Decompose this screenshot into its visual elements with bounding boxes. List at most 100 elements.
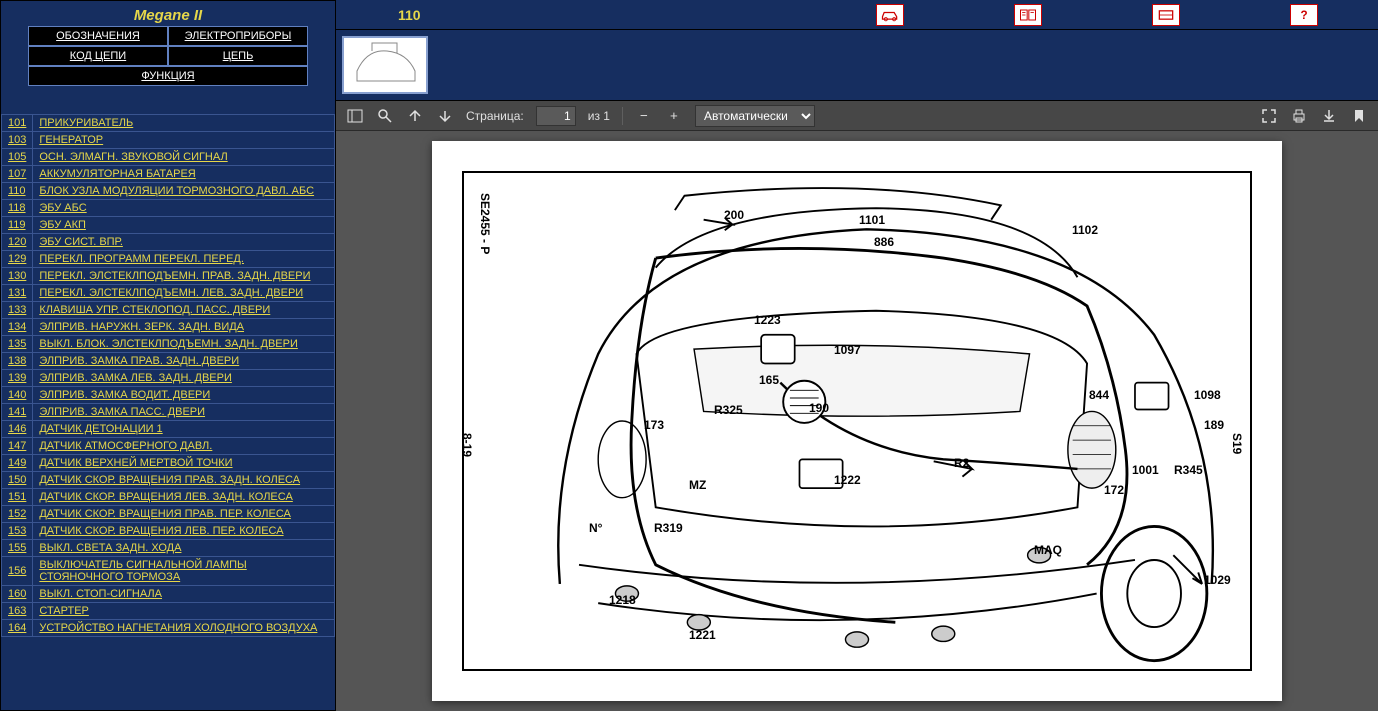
part-code[interactable]: 129 (2, 251, 33, 268)
part-code[interactable]: 103 (2, 132, 33, 149)
part-code[interactable]: 140 (2, 387, 33, 404)
part-code[interactable]: 139 (2, 370, 33, 387)
bookmark-icon[interactable] (1350, 107, 1368, 125)
part-name[interactable]: ДАТЧИК СКОР. ВРАЩЕНИЯ ЛЕВ. ПЕР. КОЛЕСА (33, 523, 335, 540)
next-page-icon[interactable] (436, 107, 454, 125)
part-name[interactable]: ПЕРЕКЛ. ПРОГРАММ ПЕРЕКЛ. ПЕРЕД. (33, 251, 335, 268)
part-name[interactable]: ВЫКЛЮЧАТЕЛЬ СИГНАЛЬНОЙ ЛАМПЫ СТОЯНОЧНОГО… (33, 557, 335, 586)
thumbnail[interactable] (342, 36, 428, 94)
part-name[interactable]: ЭБУ СИСТ. ВПР. (33, 234, 335, 251)
part-name[interactable]: ЭЛПРИВ. ЗАМКА ЛЕВ. ЗАДН. ДВЕРИ (33, 370, 335, 387)
sidebar-toggle-icon[interactable] (346, 107, 364, 125)
download-icon[interactable] (1320, 107, 1338, 125)
search-icon[interactable] (376, 107, 394, 125)
parts-row[interactable]: 146ДАТЧИК ДЕТОНАЦИИ 1 (2, 421, 335, 438)
part-code[interactable]: 110 (2, 183, 33, 200)
part-code[interactable]: 135 (2, 336, 33, 353)
nav-circuit[interactable]: ЦЕПЬ (168, 46, 308, 66)
part-name[interactable]: ПРИКУРИВАТЕЛЬ (33, 115, 335, 132)
part-code[interactable]: 119 (2, 217, 33, 234)
part-code[interactable]: 133 (2, 302, 33, 319)
parts-row[interactable]: 101ПРИКУРИВАТЕЛЬ (2, 115, 335, 132)
part-code[interactable]: 164 (2, 620, 33, 637)
part-code[interactable]: 105 (2, 149, 33, 166)
prev-page-icon[interactable] (406, 107, 424, 125)
part-name[interactable]: БЛОК УЗЛА МОДУЛЯЦИИ ТОРМОЗНОГО ДАВЛ. АБС (33, 183, 335, 200)
part-name[interactable]: ВЫКЛ. БЛОК. ЭЛСТЕКЛПОДЪЕМН. ЗАДН. ДВЕРИ (33, 336, 335, 353)
parts-row[interactable]: 139ЭЛПРИВ. ЗАМКА ЛЕВ. ЗАДН. ДВЕРИ (2, 370, 335, 387)
nav-designations[interactable]: ОБОЗНАЧЕНИЯ (28, 26, 168, 46)
part-code[interactable]: 152 (2, 506, 33, 523)
part-code[interactable]: 120 (2, 234, 33, 251)
parts-row[interactable]: 140ЭЛПРИВ. ЗАМКА ВОДИТ. ДВЕРИ (2, 387, 335, 404)
part-name[interactable]: ДАТЧИК АТМОСФЕРНОГО ДАВЛ. (33, 438, 335, 455)
nav-electrical[interactable]: ЭЛЕКТРОПРИБОРЫ (168, 26, 308, 46)
part-name[interactable]: СТАРТЕР (33, 603, 335, 620)
part-name[interactable]: УСТРОЙСТВО НАГНЕТАНИЯ ХОЛОДНОГО ВОЗДУХА (33, 620, 335, 637)
page-input[interactable] (536, 106, 576, 126)
parts-row[interactable]: 149ДАТЧИК ВЕРХНЕЙ МЕРТВОЙ ТОЧКИ (2, 455, 335, 472)
parts-row[interactable]: 164УСТРОЙСТВО НАГНЕТАНИЯ ХОЛОДНОГО ВОЗДУ… (2, 620, 335, 637)
part-name[interactable]: КЛАВИША УПР. СТЕКЛОПОД. ПАСС. ДВЕРИ (33, 302, 335, 319)
part-name[interactable]: ДАТЧИК ДЕТОНАЦИИ 1 (33, 421, 335, 438)
part-name[interactable]: ГЕНЕРАТОР (33, 132, 335, 149)
car-icon[interactable] (876, 4, 904, 26)
parts-row[interactable]: 150ДАТЧИК СКОР. ВРАЩЕНИЯ ПРАВ. ЗАДН. КОЛ… (2, 472, 335, 489)
parts-row[interactable]: 156ВЫКЛЮЧАТЕЛЬ СИГНАЛЬНОЙ ЛАМПЫ СТОЯНОЧН… (2, 557, 335, 586)
parts-row[interactable]: 141ЭЛПРИВ. ЗАМКА ПАСС. ДВЕРИ (2, 404, 335, 421)
part-code[interactable]: 118 (2, 200, 33, 217)
part-name[interactable]: ДАТЧИК ВЕРХНЕЙ МЕРТВОЙ ТОЧКИ (33, 455, 335, 472)
parts-row[interactable]: 138ЭЛПРИВ. ЗАМКА ПРАВ. ЗАДН. ДВЕРИ (2, 353, 335, 370)
part-code[interactable]: 149 (2, 455, 33, 472)
part-name[interactable]: ДАТЧИК СКОР. ВРАЩЕНИЯ ПРАВ. ЗАДН. КОЛЕСА (33, 472, 335, 489)
part-code[interactable]: 155 (2, 540, 33, 557)
parts-row[interactable]: 152ДАТЧИК СКОР. ВРАЩЕНИЯ ПРАВ. ПЕР. КОЛЕ… (2, 506, 335, 523)
parts-row[interactable]: 120ЭБУ СИСТ. ВПР. (2, 234, 335, 251)
part-name[interactable]: ПЕРЕКЛ. ЭЛСТЕКЛПОДЪЕМН. ЛЕВ. ЗАДН. ДВЕРИ (33, 285, 335, 302)
part-name[interactable]: ЭБУ АБС (33, 200, 335, 217)
parts-row[interactable]: 131ПЕРЕКЛ. ЭЛСТЕКЛПОДЪЕМН. ЛЕВ. ЗАДН. ДВ… (2, 285, 335, 302)
part-code[interactable]: 160 (2, 586, 33, 603)
part-code[interactable]: 147 (2, 438, 33, 455)
parts-row[interactable]: 155ВЫКЛ. СВЕТА ЗАДН. ХОДА (2, 540, 335, 557)
part-name[interactable]: АККУМУЛЯТОРНАЯ БАТАРЕЯ (33, 166, 335, 183)
parts-row[interactable]: 133КЛАВИША УПР. СТЕКЛОПОД. ПАСС. ДВЕРИ (2, 302, 335, 319)
parts-row[interactable]: 118ЭБУ АБС (2, 200, 335, 217)
parts-row[interactable]: 103ГЕНЕРАТОР (2, 132, 335, 149)
parts-row[interactable]: 135ВЫКЛ. БЛОК. ЭЛСТЕКЛПОДЪЕМН. ЗАДН. ДВЕ… (2, 336, 335, 353)
book-icon[interactable] (1014, 4, 1042, 26)
parts-row[interactable]: 110БЛОК УЗЛА МОДУЛЯЦИИ ТОРМОЗНОГО ДАВЛ. … (2, 183, 335, 200)
part-code[interactable]: 141 (2, 404, 33, 421)
parts-row[interactable]: 153ДАТЧИК СКОР. ВРАЩЕНИЯ ЛЕВ. ПЕР. КОЛЕС… (2, 523, 335, 540)
nav-function[interactable]: ФУНКЦИЯ (28, 66, 308, 86)
parts-row[interactable]: 107АККУМУЛЯТОРНАЯ БАТАРЕЯ (2, 166, 335, 183)
part-code[interactable]: 107 (2, 166, 33, 183)
frame-icon[interactable] (1152, 4, 1180, 26)
part-name[interactable]: ЭЛПРИВ. ЗАМКА ПАСС. ДВЕРИ (33, 404, 335, 421)
part-code[interactable]: 150 (2, 472, 33, 489)
zoom-in-icon[interactable]: + (665, 107, 683, 125)
help-icon[interactable]: ? (1290, 4, 1318, 26)
parts-row[interactable]: 119ЭБУ АКП (2, 217, 335, 234)
part-name[interactable]: ПЕРЕКЛ. ЭЛСТЕКЛПОДЪЕМН. ПРАВ. ЗАДН. ДВЕР… (33, 268, 335, 285)
part-name[interactable]: ЭЛПРИВ. ЗАМКА ВОДИТ. ДВЕРИ (33, 387, 335, 404)
print-icon[interactable] (1290, 107, 1308, 125)
part-code[interactable]: 156 (2, 557, 33, 586)
part-name[interactable]: ЭБУ АКП (33, 217, 335, 234)
part-code[interactable]: 101 (2, 115, 33, 132)
part-name[interactable]: ЭЛПРИВ. ЗАМКА ПРАВ. ЗАДН. ДВЕРИ (33, 353, 335, 370)
parts-row[interactable]: 163СТАРТЕР (2, 603, 335, 620)
part-name[interactable]: ОСН. ЭЛМАГН. ЗВУКОВОЙ СИГНАЛ (33, 149, 335, 166)
part-code[interactable]: 131 (2, 285, 33, 302)
part-code[interactable]: 151 (2, 489, 33, 506)
part-code[interactable]: 134 (2, 319, 33, 336)
parts-row[interactable]: 105ОСН. ЭЛМАГН. ЗВУКОВОЙ СИГНАЛ (2, 149, 335, 166)
part-code[interactable]: 138 (2, 353, 33, 370)
zoom-select[interactable]: Автоматически (695, 105, 815, 127)
part-name[interactable]: ДАТЧИК СКОР. ВРАЩЕНИЯ ПРАВ. ПЕР. КОЛЕСА (33, 506, 335, 523)
part-name[interactable]: ЭЛПРИВ. НАРУЖН. ЗЕРК. ЗАДН. ВИДА (33, 319, 335, 336)
part-code[interactable]: 153 (2, 523, 33, 540)
part-code[interactable]: 163 (2, 603, 33, 620)
pdf-canvas[interactable]: SE2455 - P 8-19 S19 (336, 131, 1378, 711)
part-code[interactable]: 146 (2, 421, 33, 438)
